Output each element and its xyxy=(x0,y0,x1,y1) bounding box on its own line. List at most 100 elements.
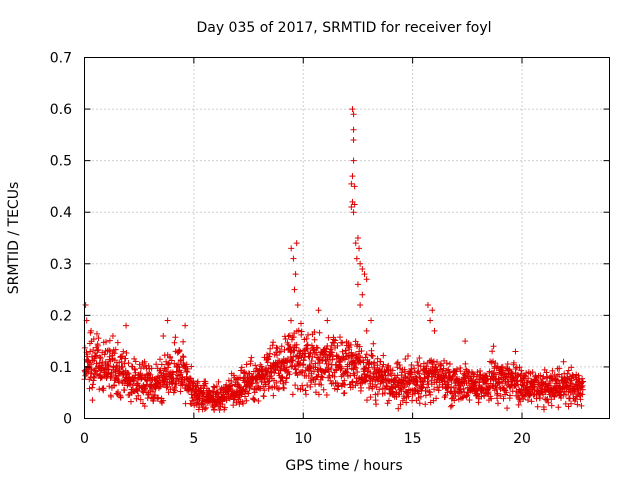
data-point xyxy=(445,384,452,391)
data-point xyxy=(574,401,581,408)
data-point xyxy=(123,322,130,329)
data-point xyxy=(358,347,365,354)
data-point xyxy=(331,373,338,380)
data-point xyxy=(285,368,292,375)
data-point xyxy=(416,374,423,381)
data-point xyxy=(446,361,453,368)
data-point xyxy=(577,396,584,403)
data-point xyxy=(405,353,412,360)
data-point xyxy=(543,369,550,376)
data-point xyxy=(494,390,501,397)
data-point xyxy=(292,382,299,389)
data-point xyxy=(270,392,277,399)
data-point xyxy=(376,386,383,393)
data-point xyxy=(142,385,149,392)
data-point xyxy=(92,352,99,359)
data-point xyxy=(510,359,517,366)
data-point xyxy=(537,372,544,379)
data-point xyxy=(415,390,422,397)
data-point xyxy=(496,384,503,391)
data-point xyxy=(93,352,100,359)
data-point xyxy=(500,395,507,402)
data-point xyxy=(294,385,301,392)
data-point xyxy=(180,338,187,345)
data-point xyxy=(307,362,314,369)
data-point xyxy=(334,342,341,349)
data-point xyxy=(215,391,222,398)
data-point xyxy=(281,385,287,392)
data-point xyxy=(255,397,262,404)
data-point xyxy=(404,389,411,396)
data-point xyxy=(239,400,246,407)
data-point xyxy=(568,364,575,371)
data-point xyxy=(324,364,331,371)
data-point xyxy=(368,347,375,354)
data-point xyxy=(405,393,412,400)
data-point xyxy=(575,372,582,379)
data-point xyxy=(318,381,325,388)
data-point xyxy=(112,346,119,353)
data-point xyxy=(117,394,124,401)
data-point xyxy=(422,392,429,399)
data-point xyxy=(215,378,222,385)
data-point xyxy=(274,345,281,352)
data-point xyxy=(395,405,402,412)
data-point xyxy=(311,336,318,343)
data-point xyxy=(87,348,94,355)
data-point xyxy=(512,382,519,389)
data-point xyxy=(164,376,171,383)
data-point xyxy=(270,339,277,346)
data-point xyxy=(353,343,360,350)
data-point xyxy=(304,382,311,389)
data-point xyxy=(457,368,464,375)
data-point xyxy=(565,367,572,374)
data-point xyxy=(555,404,562,411)
data-point xyxy=(354,281,361,288)
data-point xyxy=(177,388,184,395)
data-point xyxy=(88,361,95,368)
data-point xyxy=(250,396,257,403)
data-point xyxy=(114,339,121,346)
x-axis-label: GPS time / hours xyxy=(285,458,402,474)
plot-frame xyxy=(84,57,610,419)
data-point xyxy=(108,373,115,380)
data-point xyxy=(267,345,274,352)
data-point xyxy=(453,366,460,373)
data-point xyxy=(186,375,193,382)
data-point xyxy=(324,317,331,324)
data-point xyxy=(417,363,424,370)
data-point xyxy=(230,402,237,409)
data-point xyxy=(291,286,298,293)
data-point xyxy=(422,374,429,381)
data-point xyxy=(348,204,355,211)
data-point xyxy=(548,402,555,409)
data-point xyxy=(245,390,252,397)
data-point xyxy=(356,358,363,365)
data-point xyxy=(448,402,455,409)
data-point xyxy=(548,396,555,403)
data-point xyxy=(188,363,195,370)
data-point xyxy=(248,354,255,361)
y-axis-label: SRMTID / TECUs xyxy=(6,182,22,295)
data-point xyxy=(171,387,178,394)
x-tick-label: 10 xyxy=(294,431,312,447)
data-point xyxy=(549,367,556,374)
data-point xyxy=(287,343,294,350)
data-point xyxy=(334,386,341,393)
data-point xyxy=(492,371,499,378)
data-point xyxy=(106,337,113,344)
data-point xyxy=(292,271,299,278)
data-point xyxy=(549,375,556,382)
data-point xyxy=(200,387,207,394)
data-point xyxy=(283,364,290,371)
data-point xyxy=(237,367,244,374)
data-point xyxy=(414,369,421,376)
data-point xyxy=(325,360,332,367)
data-point xyxy=(303,335,310,342)
axis-ticks xyxy=(84,57,610,419)
data-point xyxy=(402,355,409,362)
data-point xyxy=(160,370,167,377)
data-point xyxy=(374,376,381,383)
data-point xyxy=(131,355,138,362)
data-point xyxy=(412,373,419,380)
